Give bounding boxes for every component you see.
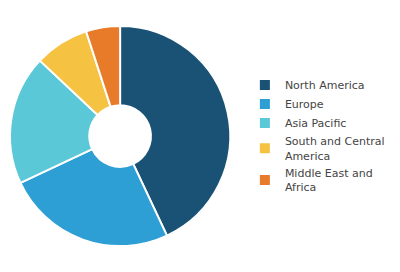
svg-text:Europe: Europe: [285, 98, 324, 111]
svg-text:South and CentralAmerica: South and CentralAmerica: [285, 135, 385, 162]
svg-text:Middle East andAfrica: Middle East andAfrica: [285, 167, 373, 194]
svg-text:North America: North America: [285, 79, 365, 92]
svg-text:Asia Pacific: Asia Pacific: [285, 117, 347, 130]
